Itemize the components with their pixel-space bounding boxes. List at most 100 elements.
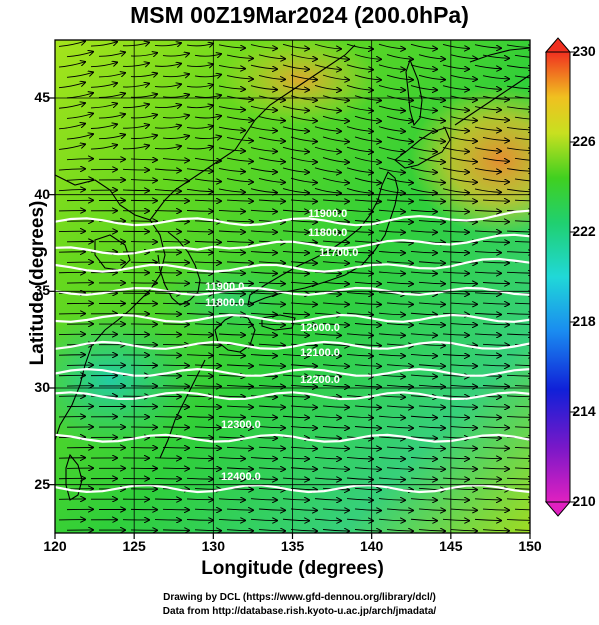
- wind-arrow: [258, 157, 285, 162]
- wind-arrow: [482, 468, 509, 469]
- wind-arrow: [354, 262, 381, 264]
- wind-arrow: [122, 169, 149, 170]
- wind-arrow: [474, 478, 501, 479]
- wind-arrow: [346, 231, 373, 233]
- wind-arrow: [162, 262, 189, 263]
- wind-arrow: [194, 530, 221, 531]
- wind-arrow: [154, 211, 181, 212]
- wind-arrow: [226, 116, 253, 120]
- wind-arrow: [410, 354, 437, 355]
- wind-arrow: [482, 303, 509, 304]
- wind-arrow: [314, 457, 341, 459]
- wind-arrow: [506, 355, 530, 356]
- wind-arrow: [474, 416, 501, 417]
- wind-arrow: [322, 136, 349, 142]
- wind-arrow: [154, 520, 181, 521]
- wind-arrow: [258, 406, 285, 407]
- wind-arrow: [410, 375, 437, 376]
- wind-arrow: [506, 478, 530, 479]
- wind-arrow: [162, 468, 189, 469]
- wind-arrow: [314, 167, 341, 173]
- wind-arrow: [290, 74, 317, 79]
- wind-arrow: [218, 458, 245, 459]
- wind-arrow: [314, 146, 341, 152]
- wind-arrow: [442, 478, 469, 479]
- wind-arrow: [258, 468, 285, 469]
- wind-arrow: [290, 447, 317, 448]
- wind-arrow: [514, 364, 530, 367]
- wind-arrow: [282, 354, 309, 355]
- wind-arrow: [450, 95, 477, 100]
- wind-arrow: [218, 167, 245, 171]
- lon-tick-label: 130: [201, 538, 225, 554]
- wind-arrow: [314, 334, 341, 336]
- wind-arrow: [314, 43, 341, 49]
- wind-arrow: [506, 65, 530, 69]
- wind-arrow: [162, 95, 189, 98]
- wind-arrow: [162, 115, 189, 118]
- wind-arrow: [282, 126, 309, 131]
- wind-arrow: [450, 427, 477, 428]
- wind-arrow: [314, 416, 341, 418]
- lat-tick-label: 35: [34, 282, 50, 299]
- wind-arrow: [322, 509, 349, 511]
- wind-arrow: [194, 241, 221, 242]
- wind-arrow: [98, 135, 125, 140]
- wind-arrow: [194, 509, 221, 510]
- wind-arrow: [194, 283, 221, 284]
- lat-tick-label: 45: [34, 89, 50, 105]
- wind-arrow: [482, 95, 509, 99]
- wind-arrow: [442, 499, 469, 500]
- wind-arrow: [474, 106, 501, 110]
- wind-arrow: [314, 519, 341, 521]
- wind-arrow: [154, 417, 181, 418]
- wind-arrow: [418, 136, 445, 141]
- wind-arrow: [290, 468, 317, 469]
- wind-arrow: [194, 262, 221, 263]
- wind-arrow: [130, 159, 157, 160]
- wind-arrow: [354, 177, 381, 183]
- wind-arrow: [514, 446, 530, 449]
- wind-arrow: [186, 189, 213, 191]
- wind-arrow: [250, 44, 277, 49]
- wind-arrow: [290, 488, 317, 489]
- wind-arrow: [226, 136, 253, 140]
- wind-arrow: [250, 478, 277, 479]
- wind-arrow: [418, 157, 445, 162]
- wind-arrow: [514, 426, 530, 428]
- wind-arrow: [410, 146, 437, 151]
- wind-arrow: [386, 262, 413, 264]
- wind-arrow: [410, 313, 437, 314]
- wind-arrow: [514, 137, 530, 141]
- wind-arrow: [450, 54, 477, 59]
- wind-arrow: [258, 324, 285, 325]
- wind-arrow: [474, 188, 501, 192]
- wind-arrow: [314, 375, 341, 377]
- wind-arrow: [378, 126, 405, 132]
- wind-arrow: [218, 499, 245, 500]
- wind-arrow: [130, 73, 157, 76]
- wind-arrow: [282, 146, 309, 151]
- wind-arrow: [322, 54, 349, 60]
- wind-arrow: [258, 488, 285, 489]
- wind-arrow: [450, 365, 477, 366]
- wind-arrow: [218, 106, 245, 110]
- wind-arrow: [250, 272, 277, 273]
- wind-arrow: [506, 168, 530, 172]
- wind-arrow: [482, 509, 509, 510]
- wind-arrow: [450, 75, 477, 79]
- wind-arrow: [410, 188, 437, 193]
- colorbar: [544, 37, 575, 517]
- wind-arrow: [482, 54, 509, 58]
- wind-arrow: [226, 95, 253, 99]
- wind-arrow: [314, 64, 341, 70]
- wind-arrow: [410, 85, 437, 90]
- wind-arrow: [66, 134, 93, 140]
- wind-arrow: [282, 167, 309, 172]
- wind-arrow: [130, 53, 157, 56]
- wind-arrow: [186, 147, 213, 149]
- wind-arrow: [250, 147, 277, 152]
- wind-arrow: [514, 116, 530, 120]
- wind-arrow: [346, 478, 373, 480]
- wind-arrow: [314, 210, 341, 212]
